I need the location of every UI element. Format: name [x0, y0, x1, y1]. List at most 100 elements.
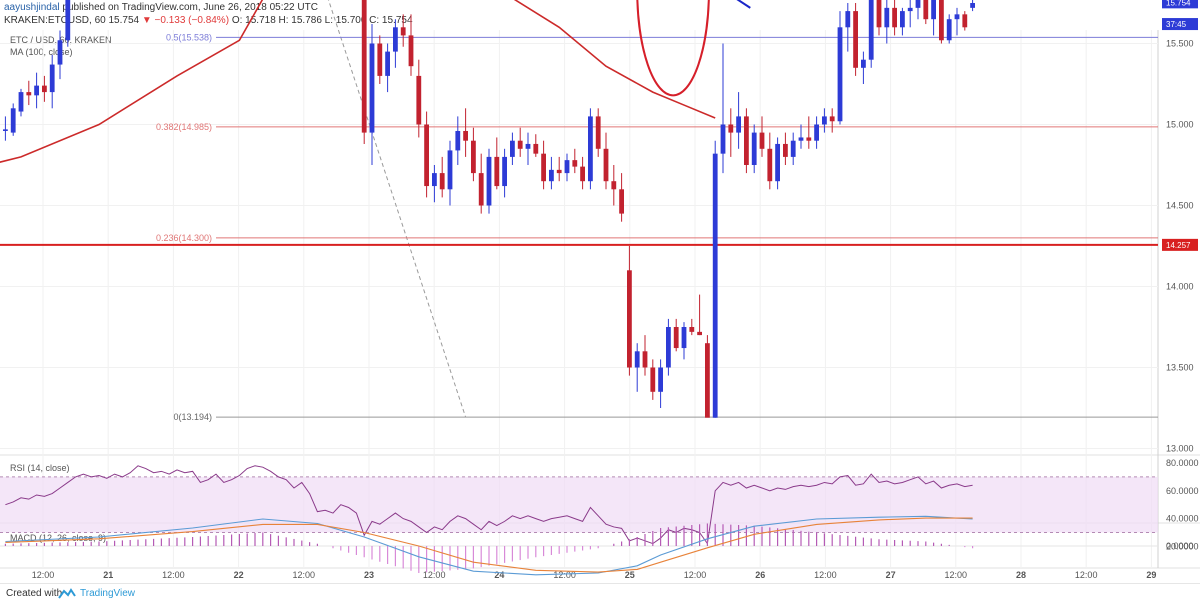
candle-body: [478, 173, 484, 206]
price-tick-label: 15.000: [1166, 120, 1194, 130]
ohlc-values: O: 15.718 H: 15.786 L: 15.700 C: 15.754: [231, 15, 413, 26]
fib-level-label: 0.5(15.538): [166, 32, 212, 42]
candle-body: [907, 7, 913, 12]
macd-legend: MACD (12, 26, close, 9): [10, 533, 107, 543]
candle-body: [837, 27, 843, 122]
candle-body: [689, 327, 695, 332]
candle-body: [416, 75, 422, 125]
price-chart[interactable]: 12:00 21 12:00 22 12:00 23 12:00 24 12:00 25 12:00…: [0, 0, 1200, 583]
candle-body: [533, 143, 539, 154]
candle-body: [361, 0, 367, 133]
candle-body: [525, 143, 531, 149]
rsi-tick-label: 60.0000: [1166, 486, 1199, 496]
candle-body: [705, 343, 710, 418]
candle-body: [884, 7, 890, 28]
fib-level-label: 0.382(14.985): [156, 122, 212, 132]
ma-100-line: [0, 0, 716, 163]
candle-body: [26, 92, 32, 96]
quote-line: KRAKEN:ETCUSD, 60 15.754 ▼ −0.133 (−0.84…: [4, 15, 413, 27]
candle-body: [49, 64, 55, 93]
author-link[interactable]: aayushjindal: [4, 2, 60, 13]
candle-body: [510, 140, 515, 157]
price-tick-label: 14.000: [1166, 282, 1194, 292]
chart-legend-title: ETC / USD, 60, KRAKEN: [10, 35, 112, 45]
time-tick-label: 22: [234, 570, 244, 580]
candle-body: [736, 116, 741, 133]
candle-body: [712, 153, 718, 418]
candle-body: [611, 181, 617, 190]
candle-body: [642, 351, 648, 368]
time-tick-label: 12:00: [162, 570, 185, 580]
publish-line: aayushjindal published on TradingView.co…: [4, 2, 318, 14]
candle-body: [892, 7, 897, 28]
time-tick-label: 29: [1146, 570, 1156, 580]
fib-level-label: 0.236(14.300): [156, 233, 212, 243]
footer-bar: Created with TradingView: [0, 583, 1200, 604]
fib-diagonal-line: [328, 0, 467, 418]
candle-body: [798, 137, 804, 141]
time-tick-label: 12:00: [814, 570, 837, 580]
candle-body: [603, 148, 609, 182]
candle-body: [673, 327, 679, 349]
candle-body: [486, 156, 492, 206]
candle-body: [751, 132, 757, 165]
candle-body: [517, 140, 523, 149]
candle-body: [34, 85, 39, 96]
candle-body: [759, 132, 765, 149]
candle-body: [541, 153, 546, 182]
last-price: 15.754: [108, 15, 140, 26]
tradingview-logo-icon: [58, 588, 76, 599]
time-tick-label: 12:00: [293, 570, 316, 580]
rsi-band: [0, 476, 1158, 533]
time-tick-label: 24: [494, 570, 504, 580]
price-badge-label: 15.754: [1166, 0, 1191, 7]
candle-body: [556, 169, 562, 174]
price-badge-label: 37:45: [1166, 20, 1187, 29]
candle-body: [915, 0, 921, 8]
candle-body: [463, 130, 468, 141]
rsi-line: [5, 465, 973, 545]
candle-body: [970, 3, 975, 8]
candle-body: [946, 19, 952, 41]
candle-body: [42, 85, 47, 93]
price-badge: [1162, 18, 1198, 31]
candle-body: [814, 124, 819, 141]
rsi-tick-label: 20.0000: [1166, 541, 1199, 551]
candle-body: [939, 0, 944, 41]
candle-body: [954, 14, 960, 20]
candle-body: [65, 0, 71, 41]
candle-body: [10, 108, 16, 133]
candle-body: [439, 173, 445, 190]
candle-body: [627, 270, 632, 368]
symbol-label: KRAKEN:ETCUSD, 60: [4, 15, 106, 26]
candle-body: [424, 124, 429, 187]
time-tick-label: 27: [886, 570, 896, 580]
rsi-tick-label: 40.0000: [1166, 514, 1199, 524]
macd-signal-line: [5, 517, 973, 573]
candle-body: [783, 143, 788, 157]
candle-body: [728, 124, 734, 133]
candle-body: [619, 189, 624, 214]
candle-body: [767, 148, 773, 182]
candle-body: [962, 14, 968, 28]
candle-body: [829, 116, 835, 122]
candle-body: [720, 124, 726, 154]
price-tick-label: 15.500: [1166, 39, 1194, 49]
price-badge: [1162, 0, 1198, 9]
candle-body: [681, 327, 687, 349]
tradingview-brand[interactable]: TradingView: [80, 588, 136, 599]
candle-body: [900, 11, 905, 28]
candle-body: [447, 150, 453, 190]
publish-info: published on TradingView.com, June 26, 2…: [62, 2, 318, 13]
candle-body: [471, 140, 476, 174]
candle-body: [634, 351, 640, 368]
price-change: ▼ −0.133 (−0.84%): [141, 15, 230, 26]
price-tick-label: 13.500: [1166, 363, 1194, 373]
candle-body: [658, 367, 663, 392]
candle-body: [845, 11, 851, 28]
candle-body: [876, 0, 882, 28]
price-badge-label: 14.257: [1166, 241, 1191, 250]
candle-body: [806, 137, 812, 141]
candle-body: [775, 143, 780, 182]
candle-body: [588, 116, 593, 182]
